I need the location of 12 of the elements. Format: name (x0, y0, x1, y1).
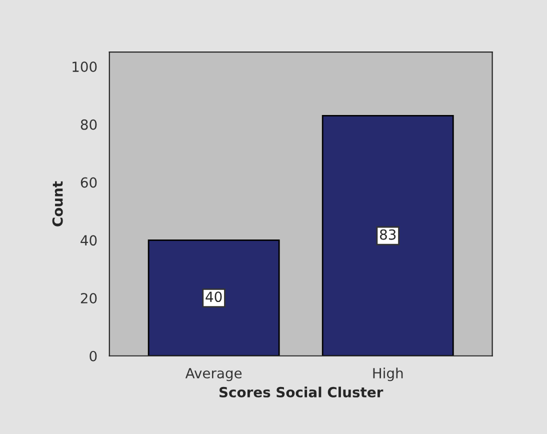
y-tick-label: 20 (80, 292, 97, 304)
y-tick-label: 80 (80, 119, 97, 130)
data-label: 40 (206, 292, 222, 302)
data-label: 83 (380, 229, 396, 240)
x-tick-label: High (373, 368, 403, 382)
x-axis-title: Scores Social Cluster (220, 386, 384, 398)
y-tick-label: 100 (72, 62, 97, 72)
y-tick-label: 0 (90, 350, 97, 362)
y-tick-label: 60 (80, 177, 97, 188)
x-tick-label: Average (185, 368, 242, 382)
y-axis-title: Count (52, 181, 63, 226)
y-tick-label: 40 (80, 235, 97, 246)
